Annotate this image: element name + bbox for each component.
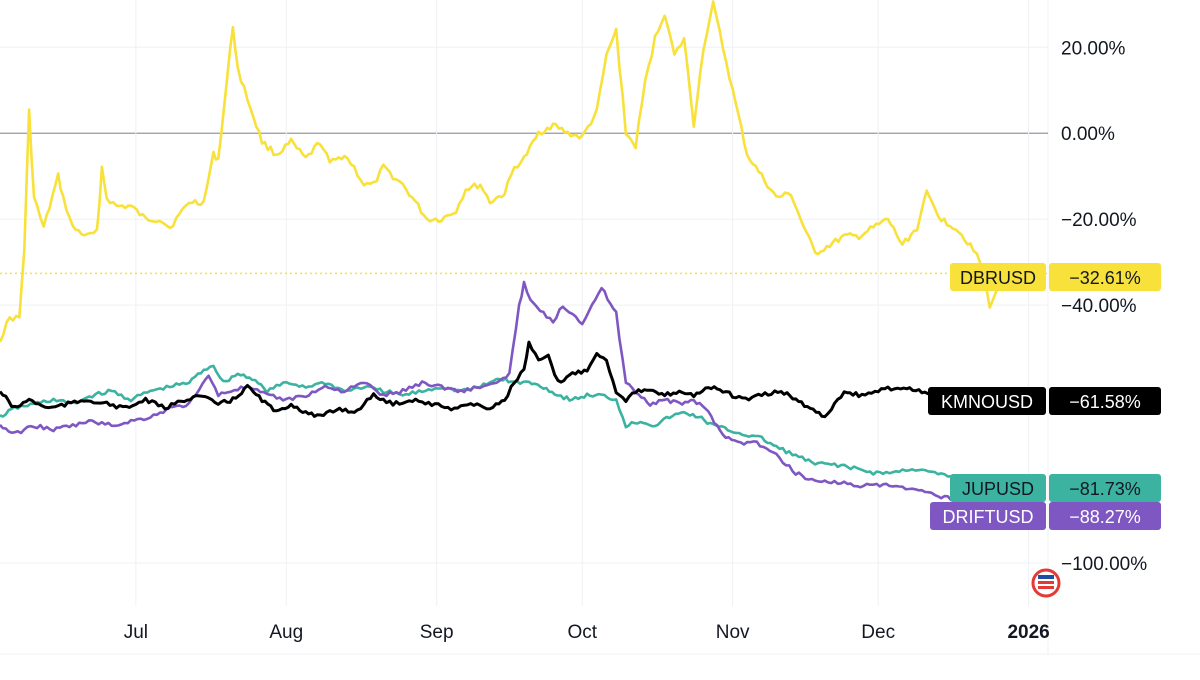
badge-value-bg [1049,387,1161,415]
x-tick-label: Sep [420,622,454,643]
series-layer [0,0,1048,513]
x-tick-label: Oct [567,622,597,643]
dbrusd-badge[interactable]: DBRUSD −32.61% [950,263,1161,291]
badge-value-bg [1049,502,1161,530]
series-last-value-label: −61.58% [1069,392,1141,412]
x-tick-label: Jul [124,622,148,643]
series-last-value-label: −32.61% [1069,268,1141,288]
driftusd-badge[interactable]: DRIFTUSD −88.27% [930,502,1161,530]
series-name-label: JUPUSD [962,479,1034,499]
flag-badge-icon[interactable] [1031,568,1061,598]
badge-name-bg [928,387,1046,415]
series-name-label: KMNOUSD [941,392,1033,412]
kmnousd-line[interactable] [0,340,1014,419]
badge-name-bg [930,502,1046,530]
jupusd-line[interactable] [0,364,985,486]
x-axis-labels: Jul Aug Sep Oct Nov Dec 2026 [124,622,1050,643]
x-tick-label: Aug [269,622,303,643]
last-value-labels: DBRUSD −32.61% KMNOUSD −61.58% JUPUSD −81.73%… [928,263,1161,530]
series-name-label: DRIFTUSD [943,507,1034,527]
x-tick-label: Dec [861,622,895,643]
series-last-value-label: −81.73% [1069,479,1141,499]
driftusd-line[interactable] [0,280,986,513]
badge-value-bg [1049,474,1161,502]
y-tick-label: −100.00% [1061,554,1147,575]
dbrusd-line[interactable] [0,0,1015,343]
series-last-value-label: −88.27% [1069,507,1141,527]
y-tick-label: 0.00% [1061,124,1115,145]
badge-name-bg [950,474,1046,502]
kmnousd-badge[interactable]: KMNOUSD −61.58% [928,387,1161,415]
y-axis-labels: 20.00% 0.00% −20.00% −40.00% −100.00% [1061,38,1147,575]
y-tick-label: −20.00% [1061,210,1137,231]
series-name-label: DBRUSD [960,268,1036,288]
jupusd-badge[interactable]: JUPUSD −81.73% [950,474,1161,502]
badge-value-bg [1049,263,1161,291]
x-tick-label: 2026 [1007,622,1049,643]
y-tick-label: 20.00% [1061,38,1126,59]
y-tick-label: −40.00% [1061,296,1137,317]
x-tick-label: Nov [716,622,750,643]
badge-name-bg [950,263,1046,291]
